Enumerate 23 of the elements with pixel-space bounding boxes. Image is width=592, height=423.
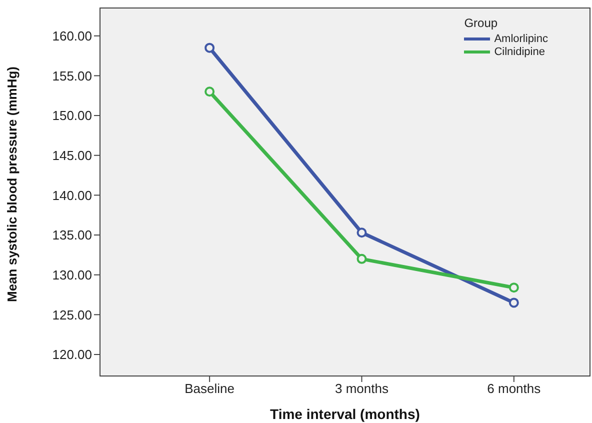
point: [356, 228, 367, 238]
point: [508, 282, 519, 293]
point: [508, 298, 519, 308]
y-tick-label: 145.00: [52, 148, 92, 163]
point: [204, 86, 215, 97]
y-tick-label: 140.00: [52, 188, 92, 203]
y-tick-label: 150.00: [52, 108, 92, 124]
y-tick-label: 130.00: [52, 267, 92, 282]
y-tick-label: 125.00: [52, 307, 92, 322]
x-axis-title: Time interval (months): [270, 406, 420, 422]
x-tick-label: 6 months: [487, 381, 542, 396]
y-tick-label: 160.00: [52, 28, 92, 44]
point: [204, 42, 215, 53]
y-tick-label: 120.00: [52, 347, 92, 362]
legend-title: Group: [464, 16, 499, 30]
y-axis-title: Mean systolic blood pressure (mmHg): [4, 66, 20, 302]
legend-label: Amlorlipinc: [494, 33, 548, 45]
y-tick-label: 135.00: [52, 228, 92, 243]
y-tick-label: 155.00: [52, 68, 92, 84]
x-tick-label: Baseline: [184, 381, 235, 396]
x-tick-label: 3 months: [334, 381, 389, 396]
legend-label: Cilnidipine: [494, 46, 545, 58]
point: [356, 254, 367, 264]
